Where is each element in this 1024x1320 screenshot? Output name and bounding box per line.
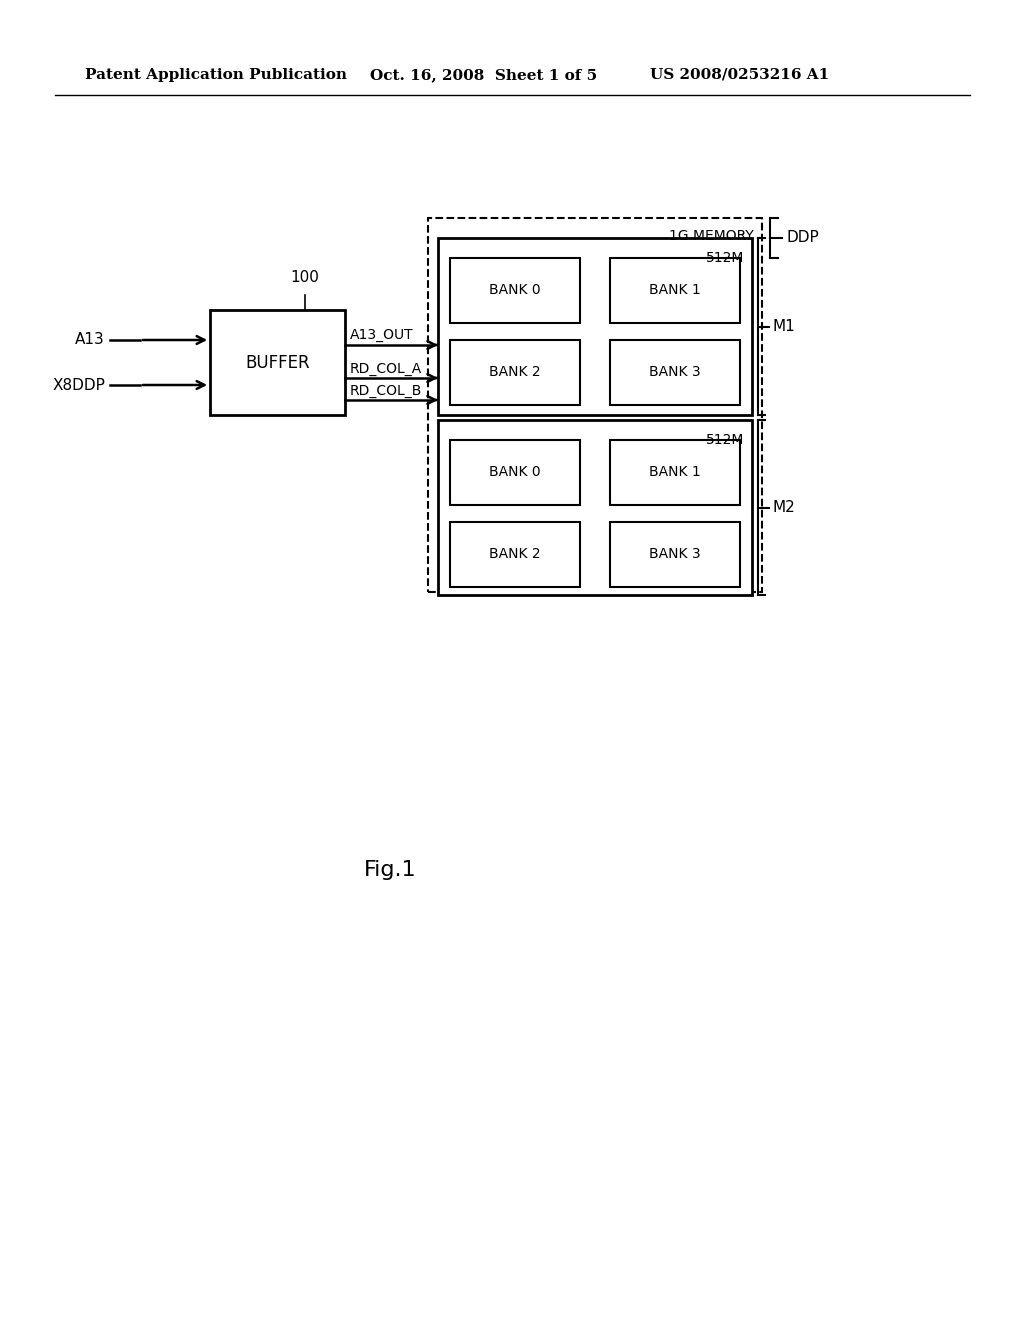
Bar (438, 420, 752, 595)
Text: 512M: 512M (706, 433, 744, 447)
Text: BANK 1: BANK 1 (649, 466, 700, 479)
Bar (450, 521, 580, 587)
Text: BANK 1: BANK 1 (649, 284, 700, 297)
Text: BANK 0: BANK 0 (489, 284, 541, 297)
Bar (610, 440, 740, 506)
Text: Patent Application Publication: Patent Application Publication (85, 69, 347, 82)
Bar (450, 257, 580, 323)
Text: BANK 2: BANK 2 (489, 548, 541, 561)
Bar (610, 521, 740, 587)
Bar (210, 310, 345, 414)
Bar (450, 341, 580, 405)
Bar (428, 218, 762, 591)
Bar (610, 257, 740, 323)
Bar (610, 341, 740, 405)
Text: M1: M1 (773, 319, 796, 334)
Text: Fig.1: Fig.1 (364, 861, 417, 880)
Text: BANK 0: BANK 0 (489, 466, 541, 479)
Text: A13_OUT: A13_OUT (350, 327, 414, 342)
Text: X8DDP: X8DDP (52, 378, 105, 392)
Text: BANK 3: BANK 3 (649, 366, 700, 380)
Text: DDP: DDP (786, 231, 819, 246)
Bar (438, 238, 752, 414)
Text: Oct. 16, 2008  Sheet 1 of 5: Oct. 16, 2008 Sheet 1 of 5 (370, 69, 597, 82)
Text: 512M: 512M (706, 251, 744, 265)
Text: A13: A13 (75, 333, 105, 347)
Text: 100: 100 (291, 271, 319, 285)
Text: US 2008/0253216 A1: US 2008/0253216 A1 (650, 69, 829, 82)
Text: 1G MEMORY: 1G MEMORY (670, 228, 754, 243)
Text: BANK 2: BANK 2 (489, 366, 541, 380)
Text: BANK 3: BANK 3 (649, 548, 700, 561)
Text: M2: M2 (773, 500, 796, 515)
Text: RD_COL_B: RD_COL_B (350, 384, 422, 399)
Text: BUFFER: BUFFER (245, 354, 310, 371)
Bar (450, 440, 580, 506)
Text: RD_COL_A: RD_COL_A (350, 362, 422, 376)
